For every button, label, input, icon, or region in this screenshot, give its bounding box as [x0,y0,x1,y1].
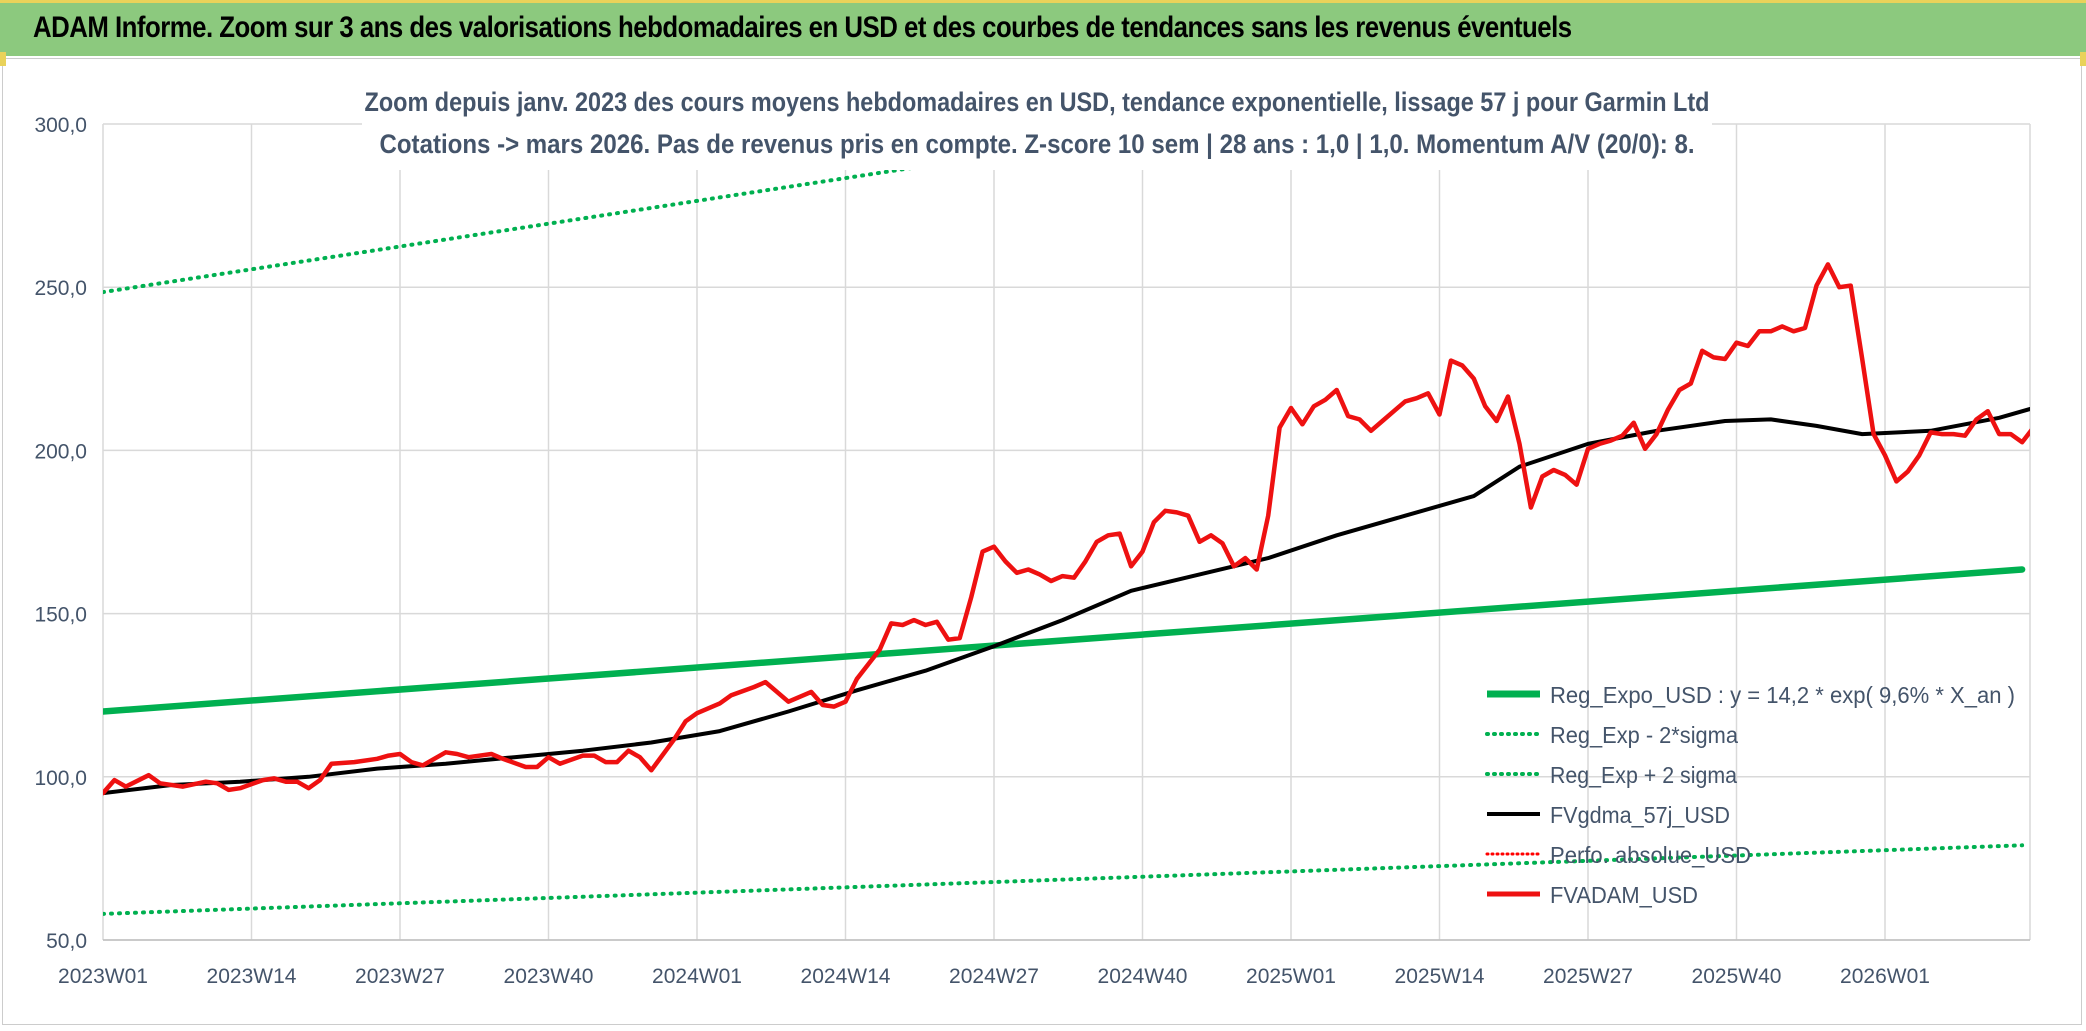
legend-label-fvgdma: FVgdma_57j_USD [1550,802,1730,828]
legend-label-perfo: Perfo. absolue_USD [1550,842,1751,868]
y-tick-label: 50,0 [46,930,87,953]
legend-item-perfo: Perfo. absolue_USD [1485,842,1751,868]
x-tick-label: 2024W40 [1098,965,1188,988]
y-tick-label: 150,0 [34,604,87,627]
series-fvadam [103,262,2030,796]
chart-title-background [362,82,1712,170]
chart-area [0,56,2086,1031]
edge-marker-left [0,52,6,66]
x-tick-label: 2025W40 [1692,965,1782,988]
y-tick-label: 250,0 [34,277,87,300]
legend-label-reg-exp-minus: Reg_Exp - 2*sigma [1550,722,1738,748]
edge-marker-right [2080,52,2086,66]
x-tick-label: 2024W01 [652,965,742,988]
series-fvgdma-57j [103,406,2030,796]
y-tick-label: 300,0 [34,114,87,137]
legend-background [1470,674,2030,914]
x-tick-label: 2025W27 [1543,965,1633,988]
y-tick-label: 100,0 [34,767,87,790]
chart-title-line1: Zoom depuis janv. 2023 des cours moyens … [365,87,1710,117]
series-reg-exp-minus-2sigma [103,843,2025,916]
x-tick-label: 2024W27 [949,965,1039,988]
legend-item-reg-expo: Reg_Expo_USD : y = 14,2 * exp( 9,6% * X_… [1487,682,2015,708]
legend: Reg_Expo_USD : y = 14,2 * exp( 9,6% * X_… [1470,674,2030,914]
legend-label-reg-exp-plus: Reg_Exp + 2 sigma [1550,762,1737,788]
axis-layer: 50,0 100,0 150,0 200,0 250,0 300,0 2023W01 2023… [34,114,2030,988]
legend-item-fvadam: FVADAM_USD [1487,882,1698,908]
x-tick-label: 2023W40 [504,965,594,988]
header-bar: ADAM Informe. Zoom sur 3 ans des valoris… [0,0,2086,56]
x-tick-label: 2024W14 [801,965,891,988]
x-tick-label: 2023W14 [207,965,297,988]
page-title: ADAM Informe. Zoom sur 3 ans des valoris… [33,11,1572,44]
x-tick-label: 2025W14 [1395,965,1485,988]
chart-title-line2: Cotations -> mars 2026. Pas de revenus p… [380,129,1695,159]
legend-label-reg-expo: Reg_Expo_USD : y = 14,2 * exp( 9,6% * X_… [1550,682,2015,708]
x-tick-label: 2026W01 [1840,965,1930,988]
legend-item-reg-exp-plus: Reg_Exp + 2 sigma [1485,762,1737,788]
legend-label-fvadam: FVADAM_USD [1550,882,1698,908]
x-tick-label: 2023W01 [58,965,148,988]
legend-item-reg-exp-minus: Reg_Exp - 2*sigma [1485,722,1738,748]
y-tick-label: 200,0 [34,440,87,463]
legend-item-fvgdma: FVgdma_57j_USD [1487,802,1730,828]
series-reg-expo [103,566,2026,715]
x-tick-label: 2023W27 [355,965,445,988]
x-tick-label: 2025W01 [1246,965,1336,988]
